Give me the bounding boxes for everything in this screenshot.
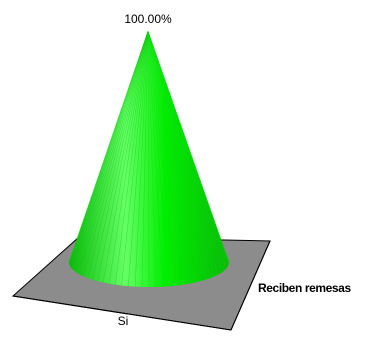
cone-facet-line [147,30,229,267]
cone-facet-line [147,30,164,287]
cone-facet-line [69,30,149,265]
series-axis-label: Reciben remesas [258,281,351,295]
cone-facet-line [147,30,225,271]
cone-facets [68,30,230,288]
cone-facet-line [147,30,227,269]
cone-facet-line [141,30,149,287]
cone-body [69,31,229,287]
cone-facet-line [121,30,149,286]
cone-facet-line [79,30,149,275]
cone-facet-line [147,30,211,279]
data-label-si: 100.00% [124,12,172,26]
cone-facet-line [147,30,184,285]
cone-facet-line [147,30,157,287]
cone-facet-line [97,30,149,282]
cone-facet-line [147,30,150,288]
cone-facet-line [76,30,149,273]
cone-facet-line [147,30,222,273]
cone-facet-line [69,30,149,267]
cone-facet-line [147,30,177,286]
cone-facet-line [147,30,196,283]
cone-facet-line [83,30,149,277]
cone-facet-line [134,30,149,287]
cone-facet-line [128,30,149,287]
cone-facet-line [147,30,219,275]
cone-facet-line [147,30,190,284]
cone-facet-line [92,30,149,280]
cone-facet-line [71,30,149,269]
cone-facet-line [114,30,149,285]
cone-facet-line [108,30,149,284]
cone-facet-line [147,30,230,263]
x-tick-label-si: Si [118,314,129,328]
cone-facet-line [87,30,149,279]
cone-facet-line [73,30,149,271]
cone-facet-line [147,30,206,280]
series-axis-line [230,240,271,331]
x-axis-line [12,295,232,331]
cone-facet-line [147,30,201,282]
cone-facet-line [147,30,215,277]
cone-bar-si [68,30,230,288]
cone-facet-line [147,30,170,287]
cone-facet-line [102,30,149,283]
